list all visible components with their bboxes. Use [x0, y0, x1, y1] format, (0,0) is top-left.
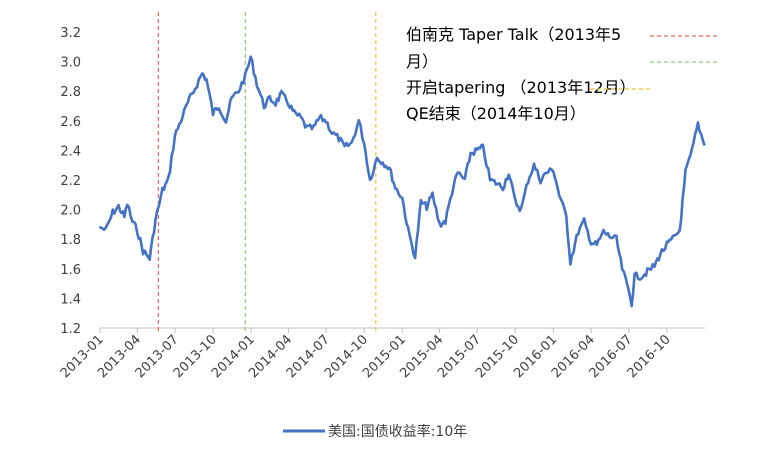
- annotation-taper-talk-line1: 伯南克 Taper Talk（2013年5: [406, 25, 621, 44]
- y-tick-label: 1.6: [60, 263, 81, 278]
- y-tick-label: 1.2: [60, 322, 81, 337]
- annotation-lines: [157, 12, 377, 334]
- y-tick-label: 3.0: [60, 56, 81, 71]
- annotation-tapering-text: 开启tapering （2013年12月）: [406, 78, 636, 97]
- y-tick-label: 1.4: [60, 292, 81, 307]
- annotation-qe-end-text: QE结束（2014年10月）: [406, 104, 586, 123]
- y-tick-label: 2.2: [60, 174, 81, 189]
- series-legend: 美国:国债收益率:10年: [283, 423, 467, 440]
- x-axis-ticks: 2013-012013-042013-072013-102014-012014-…: [58, 328, 674, 381]
- y-tick-label: 2.4: [60, 144, 81, 159]
- y-tick-label: 3.2: [60, 26, 81, 41]
- y-tick-label: 1.8: [60, 233, 81, 248]
- y-tick-label: 2.0: [60, 204, 81, 219]
- y-tick-label: 2.6: [60, 115, 81, 130]
- y-axis-ticks: 1.2 1.4 1.6 1.8 2.0 2.2 2.4 2.6 2.8 3.0 3.2: [60, 26, 81, 337]
- annotation-legend: 伯南克 Taper Talk（2013年5 月） 开启tapering （201…: [406, 25, 718, 123]
- legend-label: 美国:国债收益率:10年: [328, 423, 467, 440]
- y-tick-label: 2.8: [60, 85, 81, 100]
- series-line: [99, 55, 706, 308]
- annotation-taper-talk-line2: 月）: [406, 52, 438, 71]
